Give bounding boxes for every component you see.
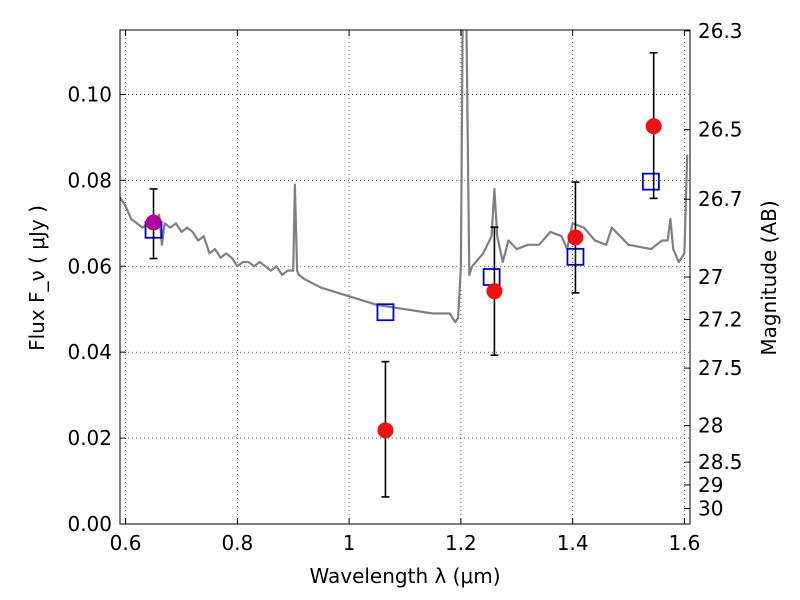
x-tick-label: 1.2: [445, 531, 477, 555]
observed-flux-point: [377, 422, 394, 439]
errorbars-and-markers: [144, 51, 662, 498]
x-tick-label: 1: [343, 531, 356, 555]
y-tick-label: 0.04: [67, 340, 112, 364]
y-tick-label: 0.02: [67, 426, 112, 450]
y2-tick-label: 28: [698, 414, 723, 438]
y2-tick-label: 27: [698, 265, 723, 289]
x-axis-label: Wavelength λ (μm): [309, 564, 500, 588]
y-tick-label: 0.10: [67, 82, 112, 106]
y2-tick-label: 30: [698, 497, 723, 521]
model-spectrum-line: [120, 30, 689, 324]
overlap-highlight-point: [146, 214, 162, 230]
y-tick-label: 0.06: [67, 254, 112, 278]
x-tick-label: 1.4: [557, 531, 589, 555]
y2-axis-label: Magnitude (AB): [757, 200, 781, 355]
axis-ticks: 0.6 0.8 1 1.2 1.4 1.6 0.00 0.02 0.04 0.06 0.08 0.10…: [67, 19, 742, 555]
data-layer: [120, 30, 689, 324]
observed-flux-point: [567, 229, 584, 246]
observed-flux-point: [486, 283, 503, 300]
y-tick-label: 0.08: [67, 168, 112, 192]
x-tick-label: 1.6: [669, 531, 701, 555]
y2-tick-label: 28.5: [698, 450, 743, 474]
observed-flux-point: [645, 118, 662, 135]
y2-tick-label: 29: [698, 473, 723, 497]
x-tick-label: 0.8: [221, 531, 253, 555]
x-tick-label: 0.6: [110, 531, 142, 555]
y2-tick-label: 26.5: [698, 118, 743, 142]
y2-tick-label: 27.5: [698, 356, 743, 380]
model-bandpass-square: [376, 303, 395, 322]
y2-tick-label: 26.7: [698, 187, 743, 211]
y-tick-label: 0.00: [67, 512, 112, 536]
y2-tick-label: 27.2: [698, 308, 743, 332]
y-axis-label: Flux F_ν ( μJy ): [25, 205, 49, 351]
y2-tick-label: 26.3: [698, 19, 743, 43]
model-bandpass-square: [641, 172, 660, 191]
